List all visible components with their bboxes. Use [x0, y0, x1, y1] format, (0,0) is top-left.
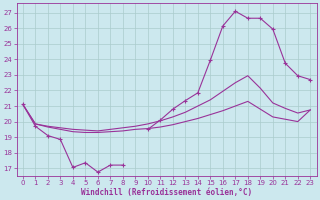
- X-axis label: Windchill (Refroidissement éolien,°C): Windchill (Refroidissement éolien,°C): [81, 188, 252, 197]
